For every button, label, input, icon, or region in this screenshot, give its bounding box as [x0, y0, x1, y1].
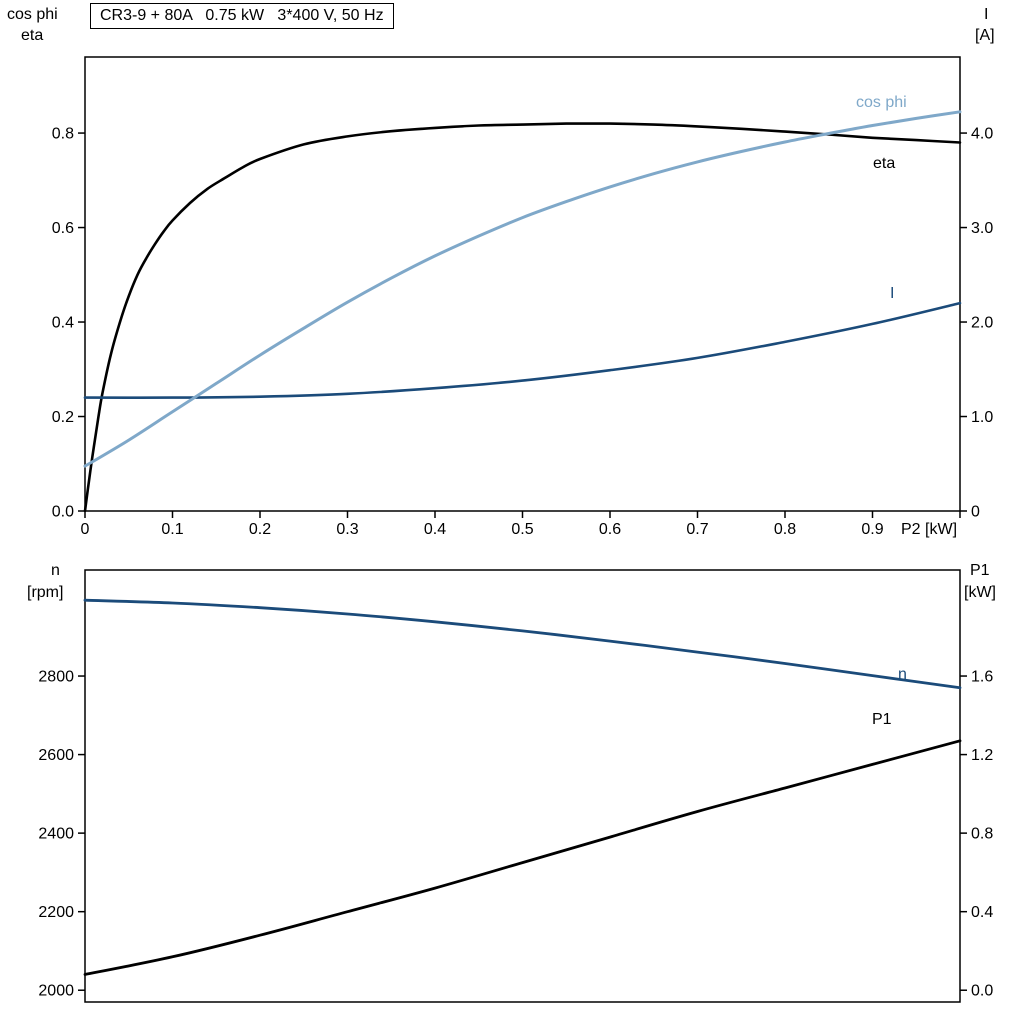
current-curve-label: I [890, 285, 895, 302]
eta-curve [83, 122, 962, 513]
x-tick-label: 0.2 [249, 521, 271, 538]
left-tick-label: 0.2 [52, 409, 74, 426]
x-tick-label: 0.6 [599, 521, 621, 538]
left-tick-label: 0.8 [52, 126, 74, 143]
right-tick-label: 0.0 [971, 983, 993, 1000]
right-tick-label: 1.2 [971, 747, 993, 764]
p1-curve [83, 739, 962, 976]
x-tick-label: 0.3 [336, 521, 358, 538]
left-tick-label: 0.0 [52, 504, 74, 521]
right-tick-label: 2.0 [971, 315, 993, 332]
right-tick-label: 0 [971, 504, 980, 521]
left-tick-label: 2600 [38, 747, 74, 764]
chart-title-box: CR3-9 + 80A 0.75 kW 3*400 V, 50 Hz [90, 3, 394, 29]
x-axis-title: P2 [kW] [901, 521, 958, 538]
x-tick-label: 0.8 [774, 521, 796, 538]
p1-curve-label: P1 [872, 711, 892, 728]
right-tick-label: 4.0 [971, 126, 993, 143]
top-right-axis-title-unit: [A] [975, 27, 995, 44]
n-curve [83, 598, 962, 690]
right-tick-label: 0.4 [971, 904, 993, 921]
left-tick-label: 0.6 [52, 220, 74, 237]
left-tick-label: 2000 [38, 983, 74, 1000]
right-tick-label: 3.0 [971, 220, 993, 237]
x-tick-label: 0.7 [686, 521, 708, 538]
bottom-left-axis-title-unit: [rpm] [27, 584, 64, 601]
x-tick-label: 0 [81, 521, 90, 538]
left-tick-label: 0.4 [52, 315, 74, 332]
left-tick-label: 2200 [38, 904, 74, 921]
speed-curve-label: n [898, 666, 907, 683]
top-left-axis-title-cosphi: cos phi [7, 6, 58, 23]
right-tick-label: 1.0 [971, 409, 993, 426]
right-tick-label: 0.8 [971, 826, 993, 843]
bottom-right-axis-title-unit: [kW] [964, 584, 996, 601]
top-left-axis-title-eta: eta [21, 27, 44, 44]
left-tick-label: 2400 [38, 826, 74, 843]
top-right-axis-title-current: I [984, 6, 989, 23]
i-curve [83, 301, 962, 399]
cosphi-curve-label: cos phi [856, 94, 907, 111]
bottom-right-axis-title-p1: P1 [970, 562, 990, 579]
cos-phi-curve [83, 110, 962, 468]
x-tick-label: 0.1 [161, 521, 183, 538]
plot-frame [84, 569, 961, 1003]
x-tick-label: 0.9 [861, 521, 883, 538]
x-tick-label: 0.5 [511, 521, 533, 538]
bottom-left-axis-title-n: n [51, 562, 60, 579]
x-tick-label: 0.4 [424, 521, 446, 538]
left-tick-label: 2800 [38, 669, 74, 686]
eta-curve-label: eta [873, 155, 896, 172]
right-tick-label: 1.6 [971, 669, 993, 686]
